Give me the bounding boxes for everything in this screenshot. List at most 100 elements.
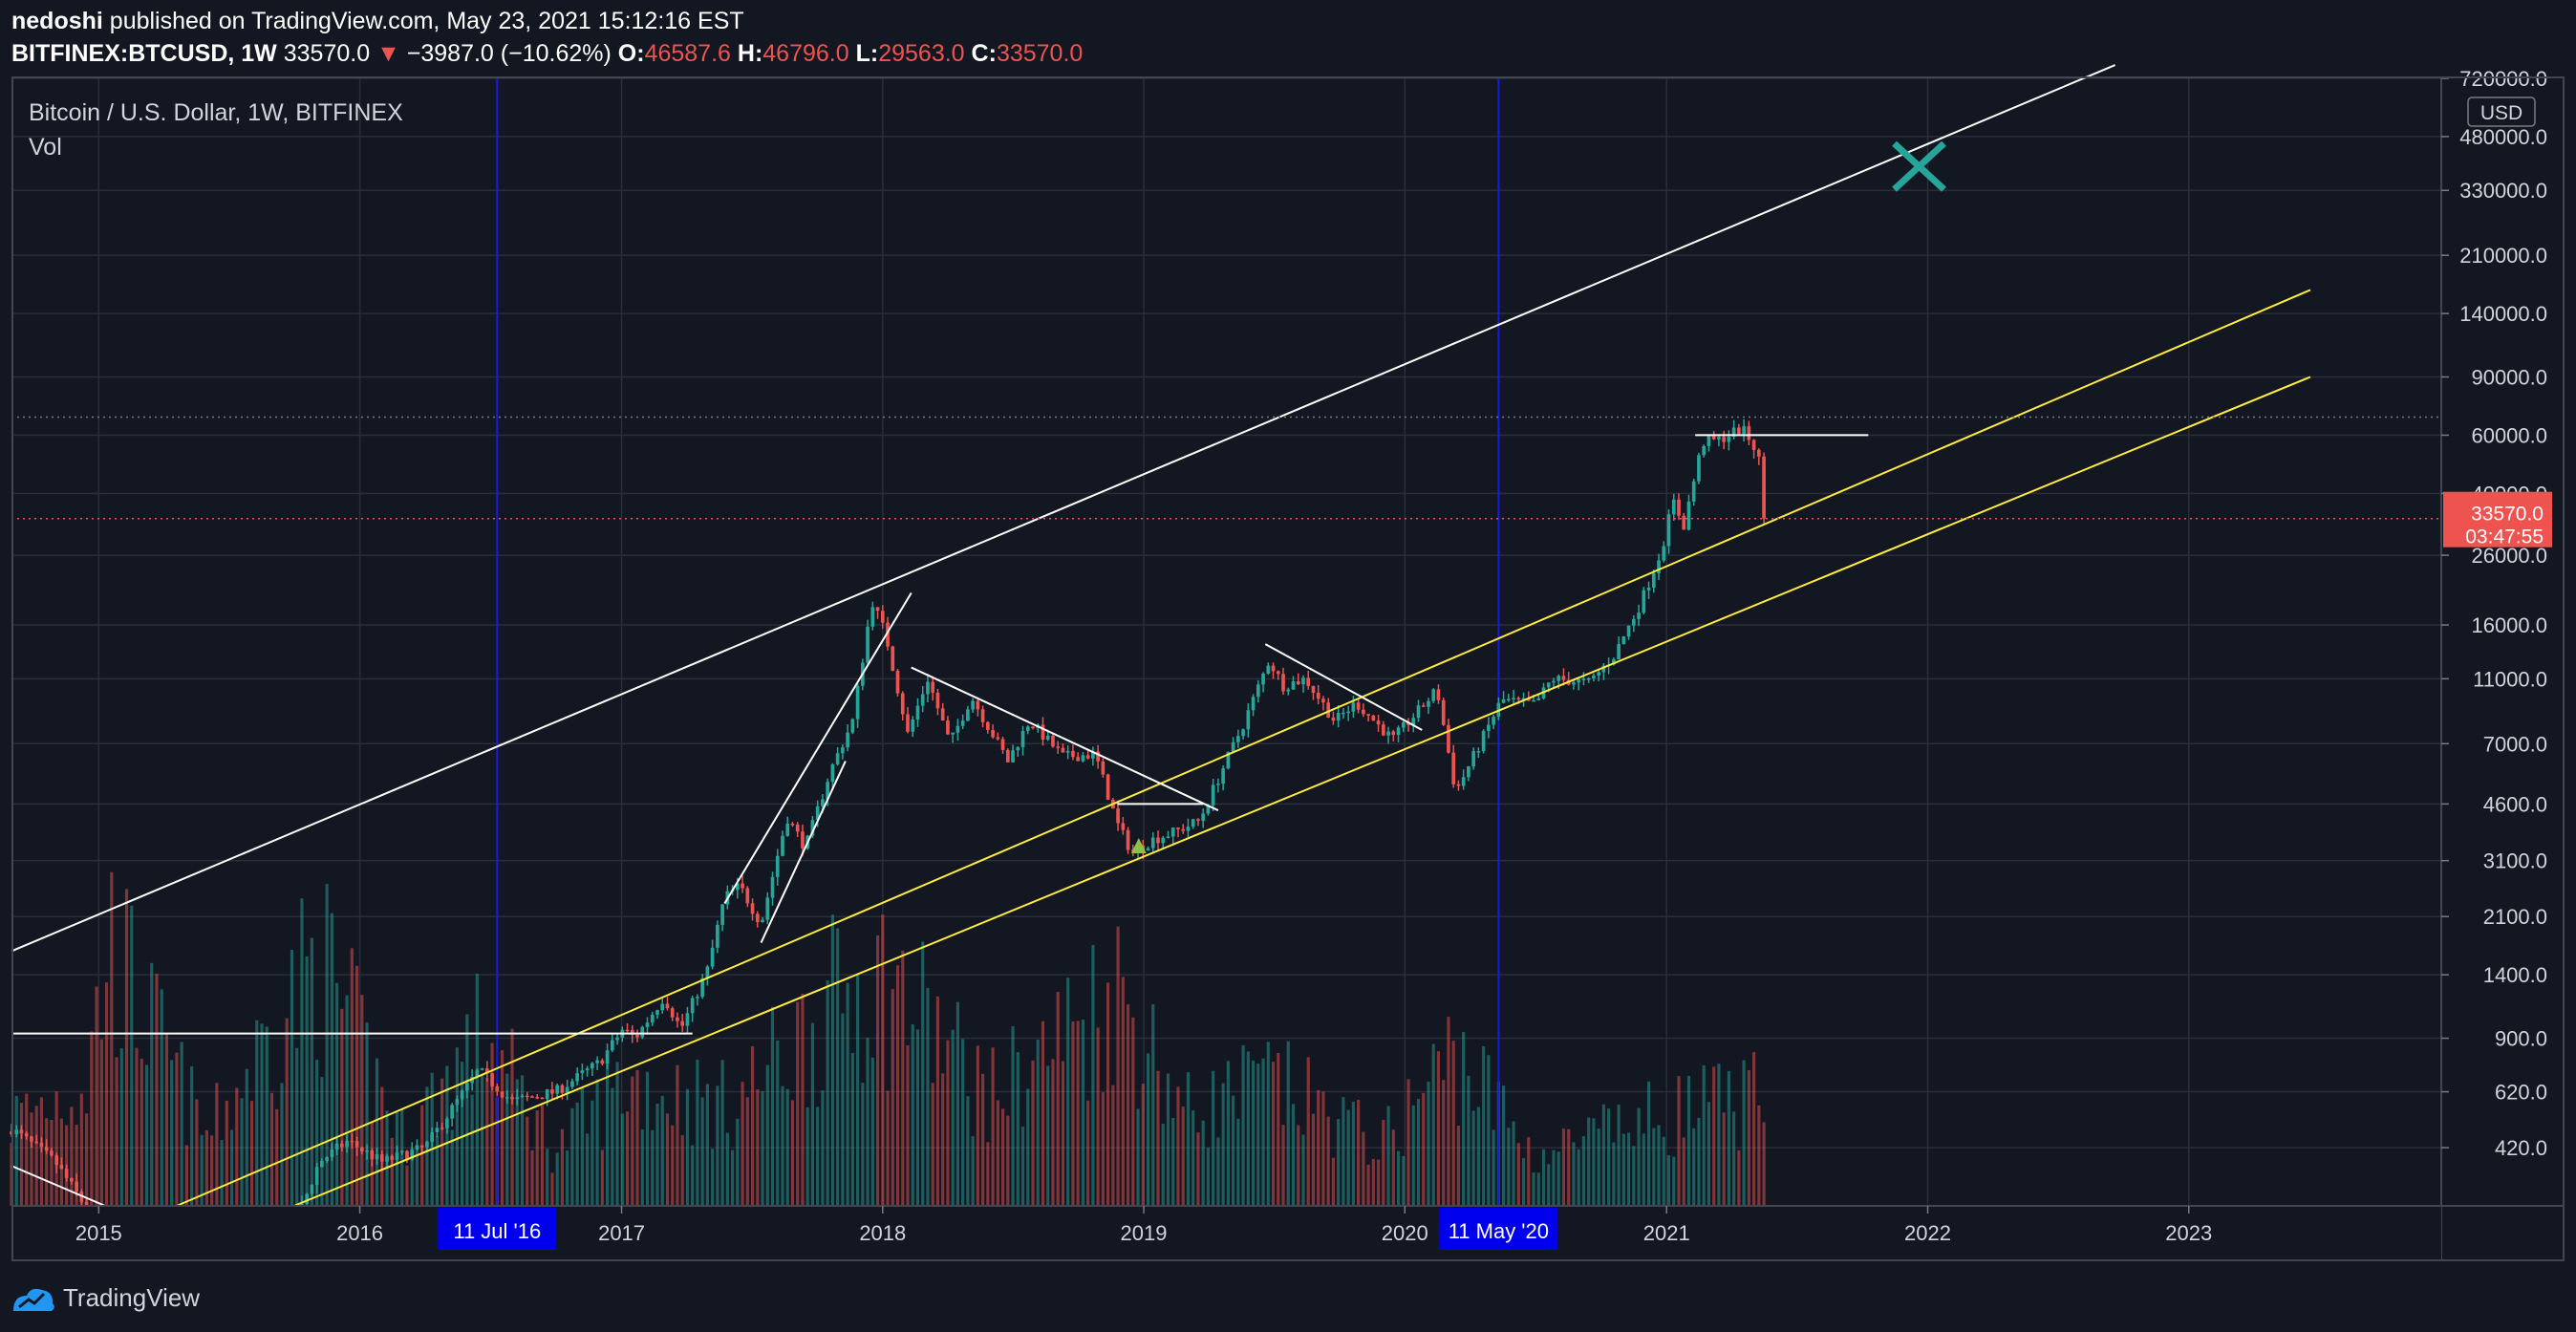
candle-body — [755, 913, 760, 923]
candle-body — [1447, 724, 1450, 753]
volume-bar — [625, 1111, 630, 1206]
brand-name[interactable]: TradingView — [63, 1283, 201, 1312]
candle-body — [1146, 848, 1150, 851]
volume-bar — [645, 1071, 650, 1206]
volume-bar — [1516, 1143, 1520, 1206]
volume-bar — [671, 1125, 675, 1206]
volume-bar — [1206, 1148, 1210, 1206]
countdown-label: 03:47:55 — [2465, 526, 2544, 548]
volume-bar — [655, 1104, 659, 1206]
candle-body — [1216, 784, 1220, 785]
candle-body — [670, 1008, 675, 1018]
volume-bar — [1712, 1066, 1716, 1206]
symbol-label[interactable]: BITFINEX:BTCUSD, 1W — [11, 40, 277, 67]
y-tick-label: 480000.0 — [2459, 125, 2547, 149]
trendline-white — [760, 761, 847, 944]
date-marker-label-bg — [1439, 1208, 1558, 1250]
candle-body — [600, 1060, 605, 1064]
candle-body — [475, 1069, 480, 1078]
candle-body — [906, 714, 910, 732]
volume-bar — [731, 1149, 735, 1206]
volume-bar — [1476, 1106, 1480, 1206]
volume-bar — [911, 1024, 914, 1206]
volume-bar — [160, 989, 163, 1206]
volume-bar — [955, 1001, 959, 1206]
volume-bar — [1612, 1142, 1616, 1206]
candle-body — [1226, 751, 1231, 769]
volume-bar — [595, 1079, 599, 1206]
candle-body — [1291, 681, 1296, 690]
candle-body — [455, 1099, 460, 1106]
candle-body — [1296, 681, 1300, 685]
candle-body — [1276, 671, 1280, 675]
time-axis[interactable]: 2015 2016 2017 2018 2019 2020 2021 2022 2023 11 J… — [11, 1205, 2565, 1259]
volume-bar — [526, 1116, 529, 1206]
candle-body — [1727, 436, 1731, 442]
y-tick-label: 2100.0 — [2483, 905, 2547, 929]
volume-bar — [1532, 1172, 1535, 1206]
volume-bar — [776, 1040, 780, 1206]
volume-bar — [1331, 1157, 1335, 1206]
volume-bar — [505, 1073, 509, 1206]
x-tick-label: 2023 — [2165, 1221, 2212, 1245]
volume-bar — [1031, 1060, 1035, 1206]
overlay — [11, 140, 2441, 854]
volume-bar — [1456, 1126, 1460, 1206]
candle-body — [550, 1089, 554, 1094]
volume-bar — [1232, 1095, 1235, 1206]
close-value: 33570.0 — [996, 40, 1084, 67]
volume-bar — [1297, 1125, 1300, 1206]
volume-bar — [741, 1082, 744, 1206]
trendlines[interactable] — [11, 64, 2311, 1207]
candle-body — [305, 1193, 310, 1204]
volume-bar — [770, 1006, 775, 1206]
candle-body — [1506, 698, 1511, 700]
volume-bar — [756, 1089, 760, 1206]
volume-bar — [1106, 982, 1110, 1206]
candle-body — [350, 1140, 354, 1143]
volume-bar — [696, 1059, 699, 1206]
volume-legend[interactable]: Vol — [29, 134, 62, 161]
volume-bar — [350, 948, 354, 1206]
volume-bar — [805, 1106, 809, 1206]
volume-bar — [225, 1100, 228, 1206]
candle-body — [1577, 678, 1581, 683]
candle-body — [1106, 774, 1110, 800]
candle-body — [741, 883, 744, 889]
volume-bar — [685, 1088, 690, 1206]
candle-body — [1717, 437, 1721, 440]
candle-body — [440, 1128, 444, 1129]
volume-bar — [1717, 1063, 1721, 1206]
candle-body — [680, 1020, 685, 1026]
candle-body — [911, 719, 915, 732]
volume-bar — [931, 1083, 934, 1206]
candle-body — [39, 1143, 44, 1148]
candle-body — [1346, 711, 1350, 714]
volume-bar — [1006, 1115, 1010, 1206]
chart-legend-title[interactable]: Bitcoin / U.S. Dollar, 1W, BITFINEX — [29, 99, 403, 126]
volume-bar — [269, 1092, 274, 1206]
volume-bar — [1076, 1020, 1080, 1206]
volume-bar — [1642, 1133, 1645, 1206]
price-axis[interactable]: 720000.0 480000.0 330000.0 210000.0 140000.0… — [2440, 67, 2565, 1259]
volume-bar — [1281, 1125, 1285, 1206]
volume-bar — [1136, 1108, 1140, 1206]
volume-bar — [70, 1106, 74, 1206]
volume-bar — [951, 1029, 955, 1206]
volume-bar — [790, 1100, 795, 1206]
volume-bar — [375, 1058, 379, 1206]
candle-body — [1536, 698, 1541, 700]
candle-body — [525, 1095, 529, 1098]
publisher-name[interactable]: nedoshi — [11, 8, 103, 34]
y-tick-label: 7000.0 — [2483, 732, 2547, 756]
candle-body — [676, 1017, 679, 1021]
candle-body — [1526, 698, 1531, 701]
candle-body — [920, 694, 925, 706]
date-marker-label: 11 Jul '16 — [453, 1219, 541, 1243]
volume-bar — [475, 973, 479, 1206]
x-tick-label: 2022 — [1904, 1221, 1951, 1245]
volume-bar — [850, 1052, 854, 1206]
candle-body — [450, 1105, 454, 1119]
volume-bar — [1672, 1156, 1676, 1206]
